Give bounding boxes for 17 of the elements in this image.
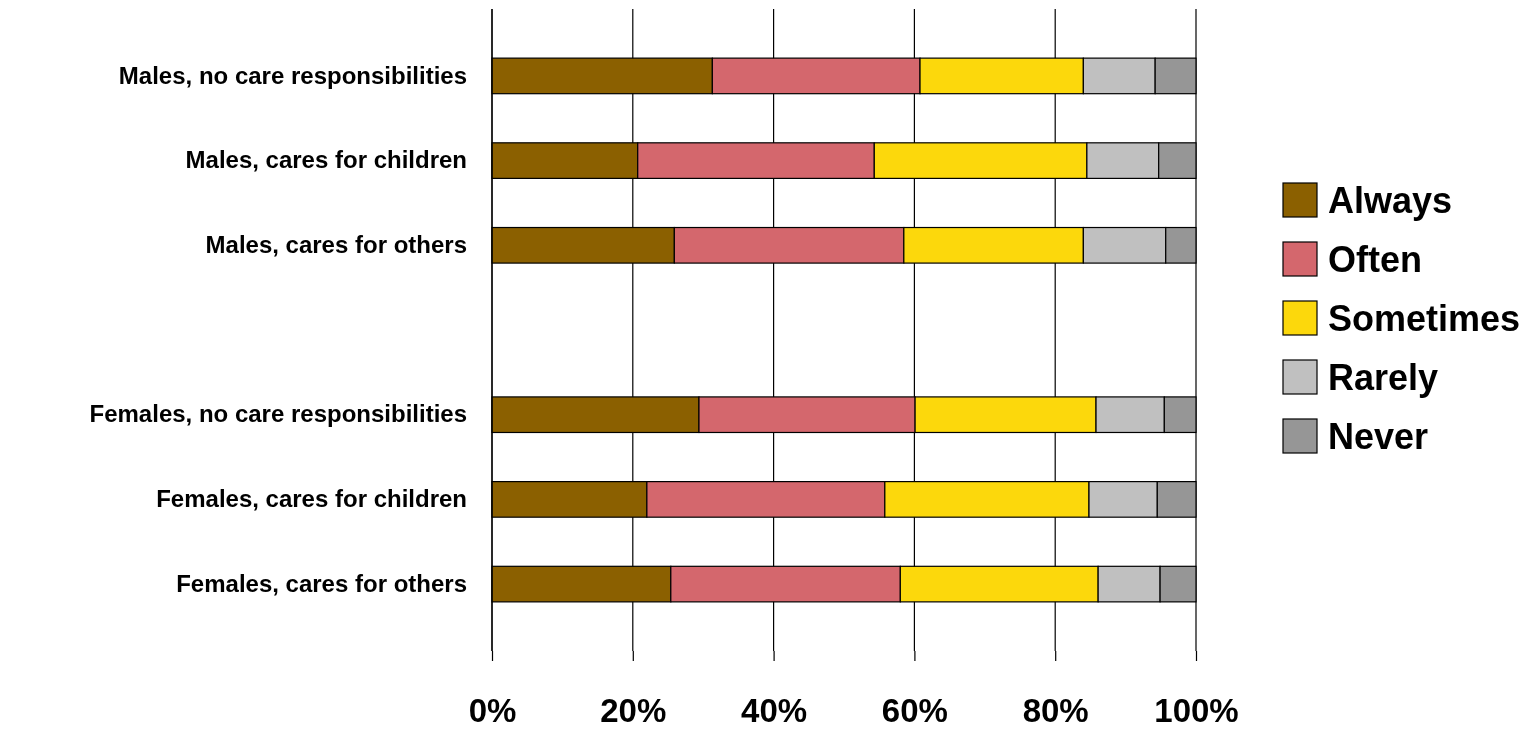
x-tick-label: 100% bbox=[1154, 692, 1239, 730]
y-tick-label: Males, no care responsibilities bbox=[118, 61, 467, 89]
y-tick-label: Females, cares for children bbox=[156, 485, 467, 513]
y-tick-label: Males, cares for children bbox=[185, 146, 467, 174]
y-tick-label: Females, cares for others bbox=[176, 569, 467, 597]
y-tick-label: Males, cares for others bbox=[205, 230, 467, 258]
legend-label: Always bbox=[1328, 180, 1453, 221]
x-tick-label: 20% bbox=[600, 692, 667, 730]
legend-label: Never bbox=[1328, 416, 1429, 457]
y-tick-label: Females, no care responsibilities bbox=[89, 400, 467, 428]
legend-label: Sometimes bbox=[1328, 298, 1521, 339]
legend-label: Often bbox=[1328, 239, 1422, 280]
x-tick-label: 40% bbox=[741, 692, 808, 730]
x-tick-label: 60% bbox=[881, 692, 948, 730]
legend-label: Rarely bbox=[1328, 357, 1439, 398]
x-tick-label: 80% bbox=[1022, 692, 1089, 730]
x-tick-label: 0% bbox=[468, 692, 517, 730]
